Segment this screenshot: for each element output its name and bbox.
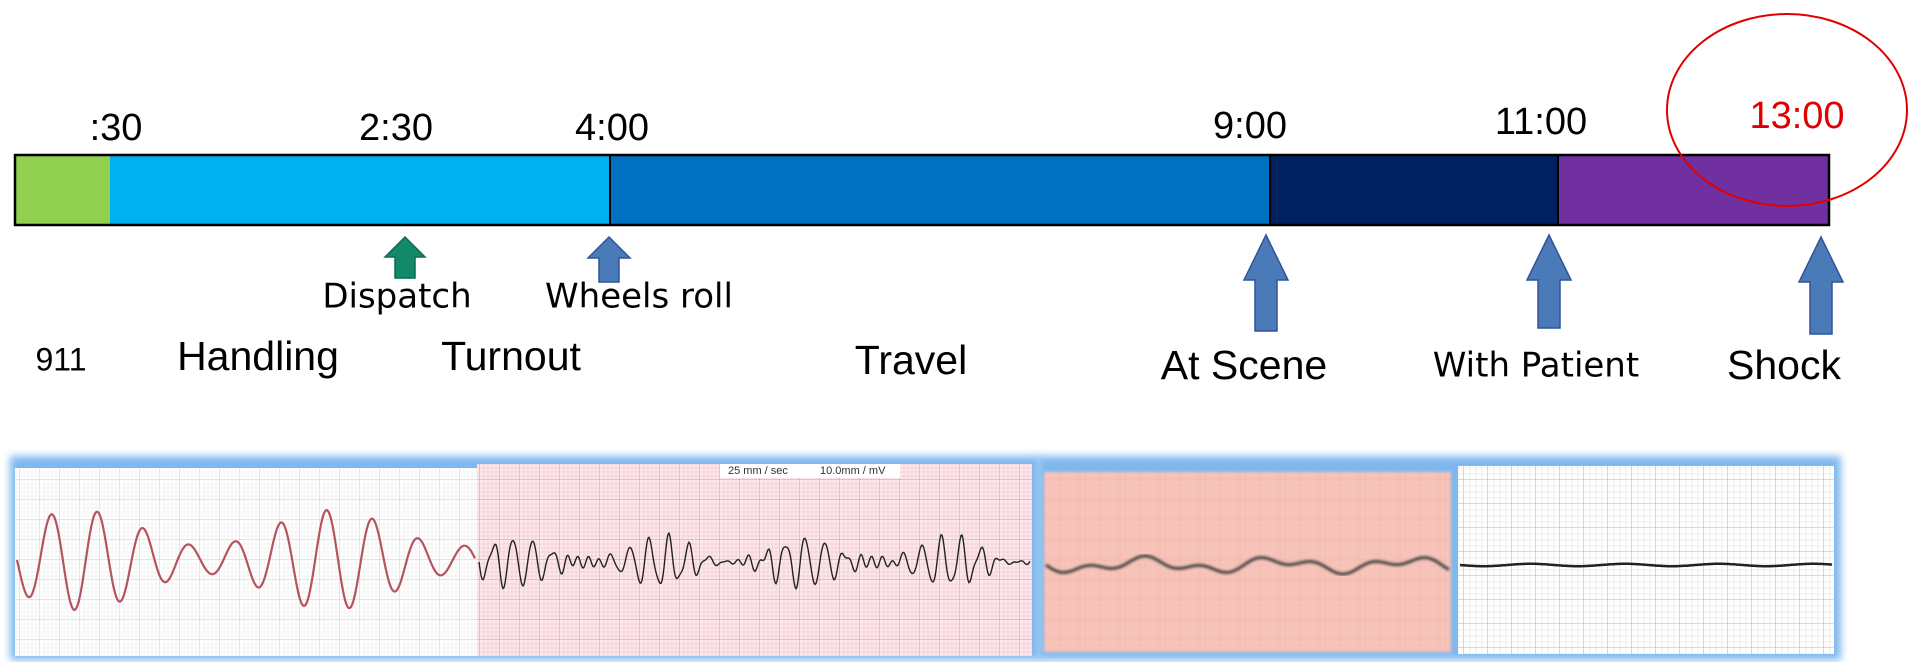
scene-arrow xyxy=(1244,235,1288,331)
time-label: 2:30 xyxy=(359,107,433,149)
time-label: 13:00 xyxy=(1749,95,1844,137)
milestone-label: Dispatch xyxy=(322,277,471,317)
phase-label: Travel xyxy=(855,337,967,383)
ecg-strips: 25 mm / sec 10.0mm / mV xyxy=(10,456,1841,660)
strip-speed: 25 mm / sec xyxy=(728,465,788,477)
time-label: 4:00 xyxy=(575,107,649,149)
phase-label: Handling xyxy=(177,333,339,379)
timeline-bar xyxy=(15,155,1829,225)
patient-arrow xyxy=(1527,235,1571,328)
phase-label: 911 xyxy=(35,341,86,377)
wheels-arrow xyxy=(588,237,630,282)
time-label: :30 xyxy=(90,107,143,149)
segment-scene xyxy=(1270,155,1558,225)
phase-label: With Patient xyxy=(1433,346,1639,386)
timeline-diagram: :30 2:30 4:00 9:00 11:00 13:00 Dispatch … xyxy=(0,0,1909,662)
dispatch-arrow xyxy=(385,237,425,278)
ecg-panel xyxy=(1458,466,1834,654)
milestone-label: Wheels roll xyxy=(545,277,733,317)
shock-arrow xyxy=(1799,237,1843,334)
phase-label: Turnout xyxy=(441,333,581,379)
strip-gain: 10.0mm / mV xyxy=(820,465,886,477)
phase-label: At Scene xyxy=(1161,342,1327,388)
segment-patient xyxy=(1558,155,1829,225)
ecg-panel xyxy=(477,464,1032,656)
time-label: 9:00 xyxy=(1213,105,1287,147)
phase-label: Shock xyxy=(1727,342,1841,388)
segment-911 xyxy=(15,155,110,225)
segment-travel xyxy=(610,155,1270,225)
time-label: 11:00 xyxy=(1495,101,1587,143)
segment-handling xyxy=(110,155,610,225)
